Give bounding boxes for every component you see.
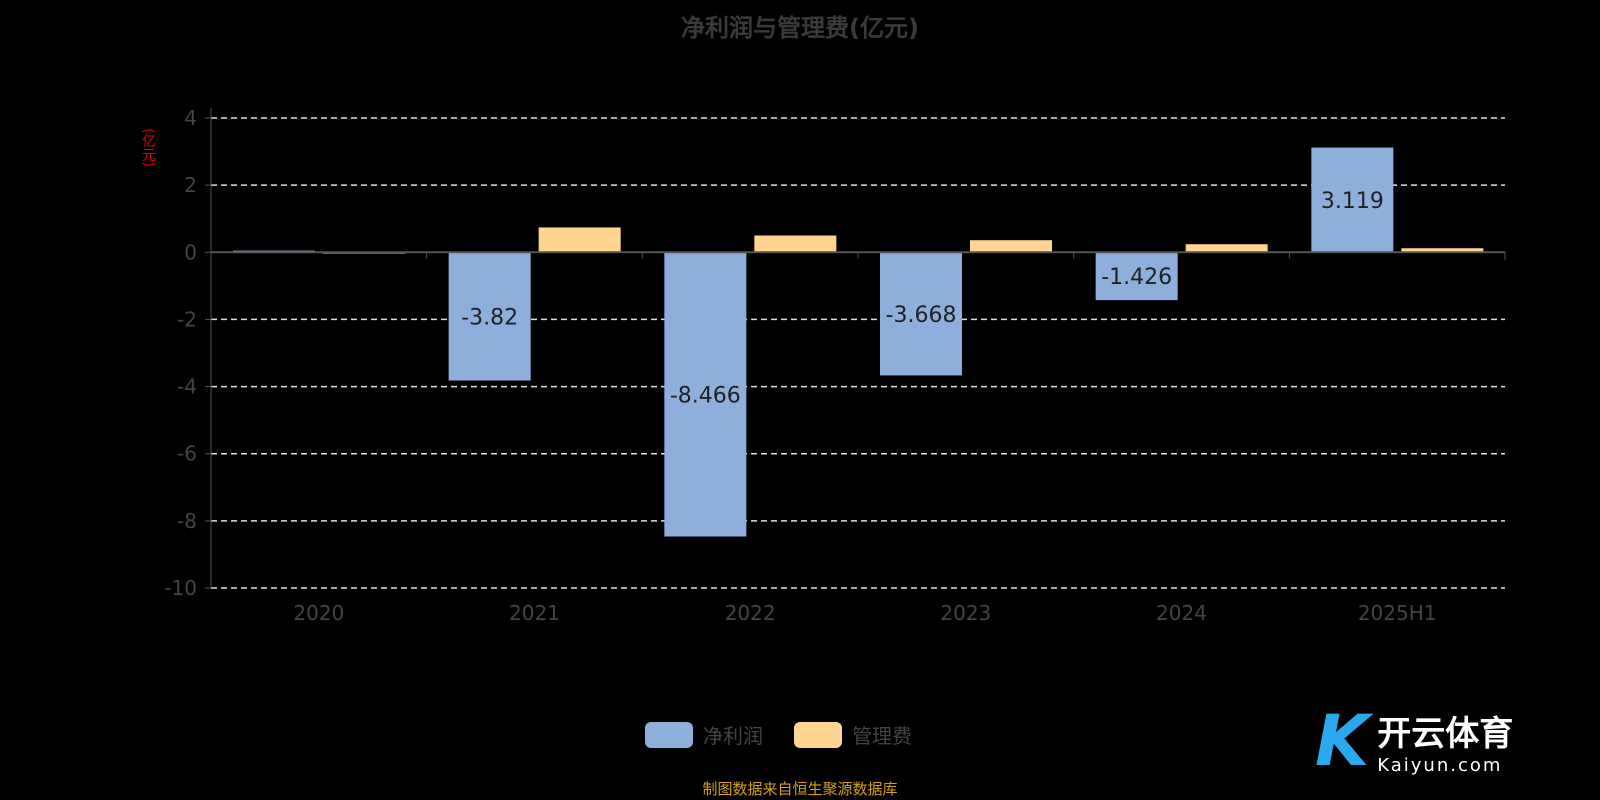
data-source: 制图数据来自恒生聚源数据库 — [702, 780, 898, 798]
bar-net-profit — [448, 252, 531, 381]
data-label: -3.82 — [461, 305, 518, 330]
legend-item-admin-expense[interactable]: 管理费 — [794, 720, 912, 749]
y-tick-label: 2 — [184, 173, 197, 197]
y-tick-label: -4 — [177, 375, 197, 399]
y-tick-label: -8 — [177, 509, 197, 533]
x-tick-label: 2020 — [293, 601, 344, 625]
watermark-logo: K 开云体育 Kaiyun.com — [1315, 700, 1513, 782]
data-label: -3.668 — [886, 303, 957, 328]
data-label: -8.466 — [670, 383, 741, 408]
y-axis-unit: (亿元) — [140, 128, 156, 167]
chart-title: 净利润与管理费(亿元) — [681, 14, 919, 42]
bar-net-profit — [1095, 252, 1178, 301]
logo-mark: K — [1315, 700, 1370, 782]
logo-name: 开云体育 — [1377, 714, 1514, 754]
y-tick-label: 4 — [184, 106, 197, 130]
bar-admin-expense — [754, 235, 837, 253]
legend-item-net-profit[interactable]: 净利润 — [645, 720, 763, 749]
legend-swatch — [645, 721, 693, 748]
y-tick-label: -10 — [164, 576, 197, 600]
legend-label: 净利润 — [703, 724, 763, 748]
x-tick-label: 2024 — [1156, 601, 1207, 625]
data-label: 3.119 — [1321, 189, 1384, 214]
y-tick-label: -6 — [177, 442, 197, 466]
bar-admin-expense — [970, 240, 1052, 253]
bar-net-profit — [1311, 147, 1394, 253]
y-tick-label: -2 — [177, 307, 197, 331]
x-tick-label: 2022 — [725, 601, 776, 625]
legend-label: 管理费 — [852, 724, 912, 748]
bar-admin-expense — [1185, 244, 1268, 253]
x-tick-label: 2025H1 — [1358, 601, 1437, 625]
x-tick-label: 2023 — [940, 601, 991, 625]
logo-url: Kaiyun.com — [1377, 755, 1503, 776]
bar-admin-expense — [1401, 248, 1484, 253]
data-label: -1.426 — [1101, 265, 1172, 290]
y-tick-label: 0 — [184, 240, 197, 264]
x-tick-label: 2021 — [509, 601, 560, 625]
bar-net-profit — [880, 252, 962, 376]
bar-net-profit — [664, 252, 747, 537]
bar-admin-expense — [538, 227, 621, 253]
legend-swatch — [794, 721, 842, 748]
